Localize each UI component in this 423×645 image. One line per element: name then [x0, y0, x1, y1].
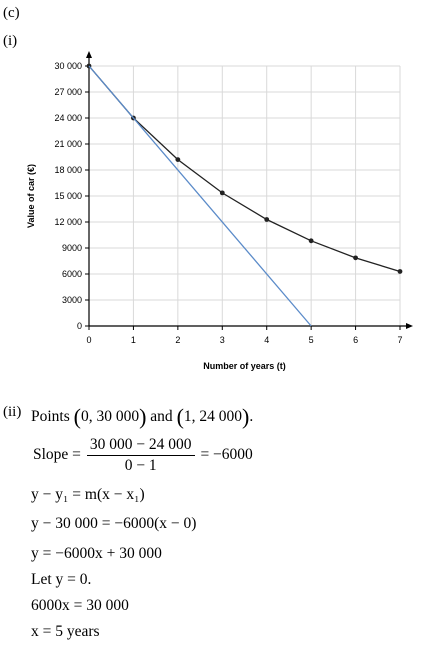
part-label: (c): [3, 5, 20, 21]
data-point: [308, 238, 314, 244]
y-tick-label: 9000: [62, 243, 82, 253]
slope-line: Slope = 30 000 − 24 000 0 − 1 = −6000: [33, 436, 253, 475]
y-tick-label: 24 000: [54, 113, 82, 123]
data-point: [353, 255, 358, 261]
y-tick-label: 3000: [62, 295, 82, 305]
slope-numerator: 30 000 − 24 000: [86, 436, 195, 456]
y-axis-arrow: [86, 51, 92, 58]
y-tick-label: 6000: [62, 269, 82, 279]
depreciation-chart: 0 3000 6000 9000 12 000 15 000 18 000 21 000 24 …: [26, 51, 413, 371]
x-tick-label: 6: [353, 335, 358, 345]
x-axis-arrow: [406, 323, 413, 329]
x-tick-label: 3: [220, 335, 225, 345]
x-tick-label: 2: [175, 335, 180, 345]
axes: [85, 51, 413, 330]
subpart-ii-label: (ii): [3, 404, 22, 420]
slope-denominator: 0 − 1: [124, 457, 157, 474]
y-tick-label: 30 000: [54, 61, 82, 71]
y-tick-labels: 0 3000 6000 9000 12 000 15 000 18 000 21 000 24 …: [54, 61, 82, 331]
equation-line-4: Let y = 0.: [31, 571, 92, 588]
slope-rhs: = −6000: [200, 446, 253, 464]
y-tick-label: 0: [77, 321, 82, 331]
equation-line-5: 6000x = 30 000: [31, 597, 129, 614]
x-tick-label: 5: [309, 335, 314, 345]
equation-line-2: y − 30 000 = −6000(x − 0): [31, 515, 197, 532]
grid: [89, 65, 401, 326]
points-text: Points: [31, 408, 70, 425]
y-tick-label: 15 000: [54, 191, 82, 201]
slope-fraction: 30 000 − 24 000 0 − 1: [86, 436, 195, 475]
series-line-0: [88, 65, 401, 273]
data-point: [175, 157, 181, 162]
point-1: 0, 30 000: [80, 408, 140, 425]
and-text: and: [150, 408, 173, 425]
points-line: Points (0, 30 000) and (1, 24 000).: [31, 404, 254, 429]
x-axis-title: Number of years (t): [203, 361, 286, 371]
x-tick-label: 4: [264, 335, 269, 345]
series-line-1: [88, 65, 312, 327]
data-point: [397, 269, 403, 274]
x-tick-label: 0: [86, 335, 91, 345]
data-point: [264, 217, 270, 222]
subpart-i-label: (i): [3, 33, 18, 49]
y-tick-label: 21 000: [54, 139, 82, 149]
y-axis-title: Value of car (€): [26, 164, 36, 228]
x-tick-labels: 0 1 2 3 4 5 6 7: [86, 335, 402, 345]
y-tick-label: 27 000: [54, 87, 82, 97]
equation-line-3: y = −6000x + 30 000: [31, 545, 162, 562]
data-point: [219, 190, 225, 196]
y-tick-label: 18 000: [54, 165, 82, 175]
x-tick-label: 7: [397, 335, 402, 345]
x-tick-label: 1: [131, 335, 136, 345]
point-2: 1, 24 000: [183, 408, 243, 425]
equation-line-1: y − y₁ = m(x − x₁): [31, 486, 145, 503]
y-tick-label: 12 000: [54, 217, 82, 227]
series-group: [86, 63, 403, 327]
equation-line-6: x = 5 years: [31, 623, 100, 640]
slope-lhs: Slope =: [33, 446, 81, 464]
